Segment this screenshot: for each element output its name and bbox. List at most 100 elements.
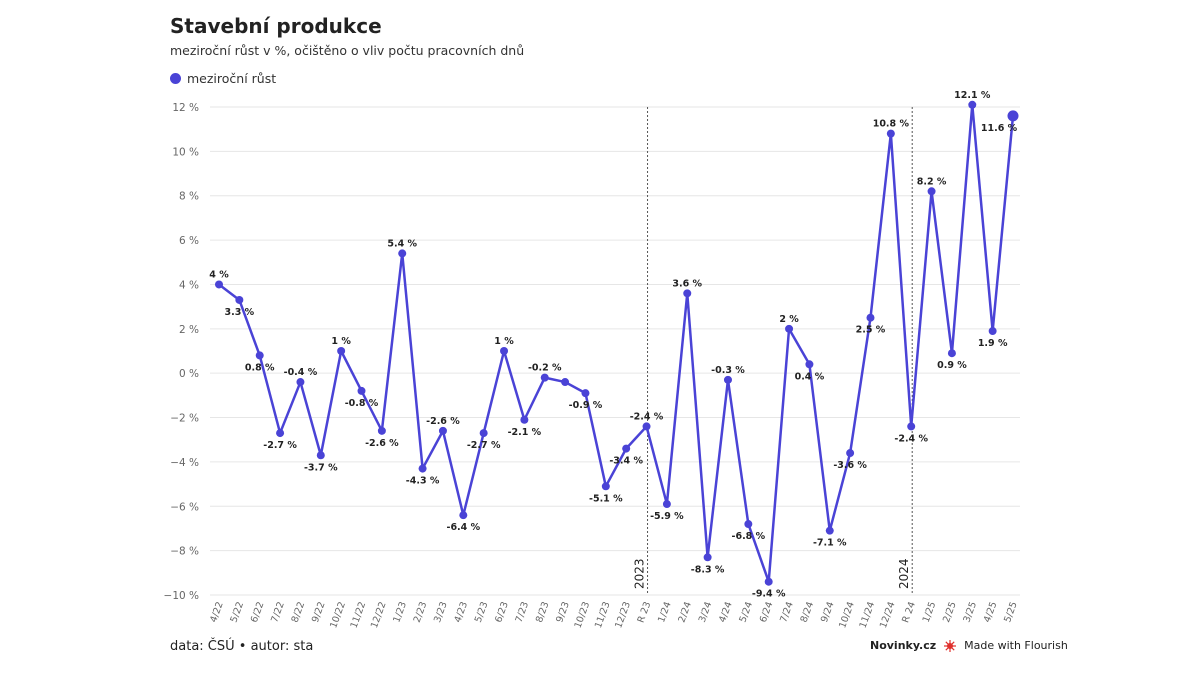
data-point	[540, 373, 549, 382]
data-point	[1007, 110, 1019, 122]
data-label-layer: 4 % 3.3 % 0.8 % -2.7 % -0.4 % -3.7 % 1 % -0.8 %…	[209, 90, 1017, 600]
data-label: -2.6 %	[365, 438, 399, 449]
brand-footer: Novinky.cz Made with Flourish	[870, 639, 1068, 652]
data-label: -0.3 %	[711, 365, 745, 376]
data-label: -0.8 %	[345, 398, 379, 409]
data-label: 8.2 %	[917, 176, 947, 187]
x-tick-label: 12/23	[613, 600, 633, 630]
data-point	[785, 324, 794, 333]
x-tick-label: R 24	[900, 600, 918, 624]
data-point	[418, 464, 427, 473]
data-point	[683, 289, 692, 298]
data-point	[988, 327, 997, 336]
data-label: 10.8 %	[873, 119, 910, 130]
x-tick-label: 8/23	[534, 600, 552, 624]
x-tick-label: 7/22	[269, 600, 287, 624]
x-tick-label: 4/25	[982, 600, 1000, 624]
data-label: 12.1 %	[954, 90, 991, 101]
grid-layer	[210, 106, 1020, 596]
data-point	[968, 100, 977, 109]
y-tick-label: 2 %	[179, 324, 199, 336]
data-point	[703, 553, 712, 562]
annotation-label: 2023	[633, 558, 647, 589]
series-line	[218, 103, 1015, 583]
data-label: -3.7 %	[304, 462, 338, 473]
x-tick-label: 9/22	[310, 600, 328, 624]
y-tick-label: −4 %	[170, 457, 199, 469]
data-label: 2.5 %	[856, 325, 886, 336]
y-tick-label: −10 %	[164, 590, 199, 602]
chart-subtitle: meziroční růst v %, očištěno o vliv počt…	[170, 43, 525, 58]
data-label: -3.4 %	[609, 456, 643, 467]
source-footer: data: ČSÚ • autor: sta	[170, 639, 314, 654]
chart-title: Stavební produkce	[170, 14, 382, 38]
data-label: 1.9 %	[978, 338, 1008, 349]
x-tick-label: 3/23	[432, 600, 450, 624]
data-point	[744, 520, 753, 529]
data-point	[907, 422, 916, 431]
x-tick-label: 11/23	[593, 600, 613, 630]
y-tick-label: −6 %	[170, 501, 199, 513]
x-tick-label: 5/22	[229, 600, 247, 624]
x-tick-label: 11/24	[858, 600, 878, 630]
annotation-layer: 2023 2024	[633, 107, 913, 595]
y-tick-label: 0 %	[179, 368, 199, 380]
data-point	[296, 378, 305, 387]
x-tick-label: 10/22	[328, 600, 348, 630]
data-point	[581, 389, 590, 398]
data-label: -7.1 %	[813, 538, 847, 549]
data-point	[561, 378, 570, 387]
data-label: -4.3 %	[406, 476, 440, 487]
flourish-icon	[944, 639, 957, 652]
data-point	[377, 426, 386, 435]
data-point	[886, 129, 895, 138]
x-tick-label: 12/22	[369, 600, 389, 630]
data-point	[601, 482, 610, 491]
flourish-credit[interactable]: Made with Flourish	[964, 639, 1068, 652]
y-axis: −10 % −8 % −6 % −4 % −2 % 0 % 2 % 4 % 6 % 8 % 10 %…	[164, 102, 200, 602]
data-point	[947, 349, 956, 358]
x-tick-label: 12/24	[878, 600, 898, 630]
data-point	[520, 415, 529, 424]
data-label: -0.4 %	[284, 367, 318, 378]
x-tick-label: 7/24	[778, 600, 796, 624]
novinky-logo[interactable]: Novinky.cz	[870, 639, 937, 652]
y-tick-label: 6 %	[179, 235, 199, 247]
x-tick-label: 8/24	[799, 600, 817, 624]
data-label: 0.4 %	[795, 371, 825, 382]
y-tick-label: 10 %	[172, 146, 199, 158]
data-label: 0.9 %	[937, 360, 967, 371]
data-point	[825, 526, 834, 535]
x-tick-label: 5/24	[738, 600, 756, 624]
data-point	[866, 313, 875, 322]
x-tick-label: 7/23	[514, 600, 532, 624]
data-label: -5.9 %	[650, 511, 684, 522]
data-label: -2.7 %	[263, 440, 297, 451]
legend[interactable]: meziroční růst	[170, 71, 276, 86]
x-tick-label: 4/22	[208, 600, 226, 624]
data-label: -2.4 %	[630, 411, 664, 422]
data-point	[398, 249, 407, 258]
y-tick-label: 12 %	[172, 102, 199, 114]
x-tick-label: 2/25	[941, 600, 959, 624]
data-label: -0.9 %	[569, 400, 603, 411]
x-tick-label: 11/22	[349, 600, 369, 630]
y-tick-label: 4 %	[179, 279, 199, 291]
data-label: -6.4 %	[447, 522, 481, 533]
data-point	[255, 351, 264, 360]
series-layer	[215, 100, 1019, 586]
x-tick-label: 10/24	[837, 600, 857, 630]
y-tick-label: 8 %	[179, 191, 199, 203]
data-point	[622, 444, 631, 453]
x-tick-label: 5/23	[473, 600, 491, 624]
y-tick-label: −2 %	[170, 413, 199, 425]
x-tick-label: 9/24	[819, 600, 837, 624]
data-point	[337, 347, 346, 355]
data-point	[276, 429, 285, 438]
data-point	[459, 511, 468, 520]
x-tick-label: 1/24	[656, 600, 674, 624]
x-tick-label: 6/22	[249, 600, 267, 624]
data-label: 2 %	[779, 314, 799, 325]
data-label: -9.4 %	[752, 589, 786, 600]
